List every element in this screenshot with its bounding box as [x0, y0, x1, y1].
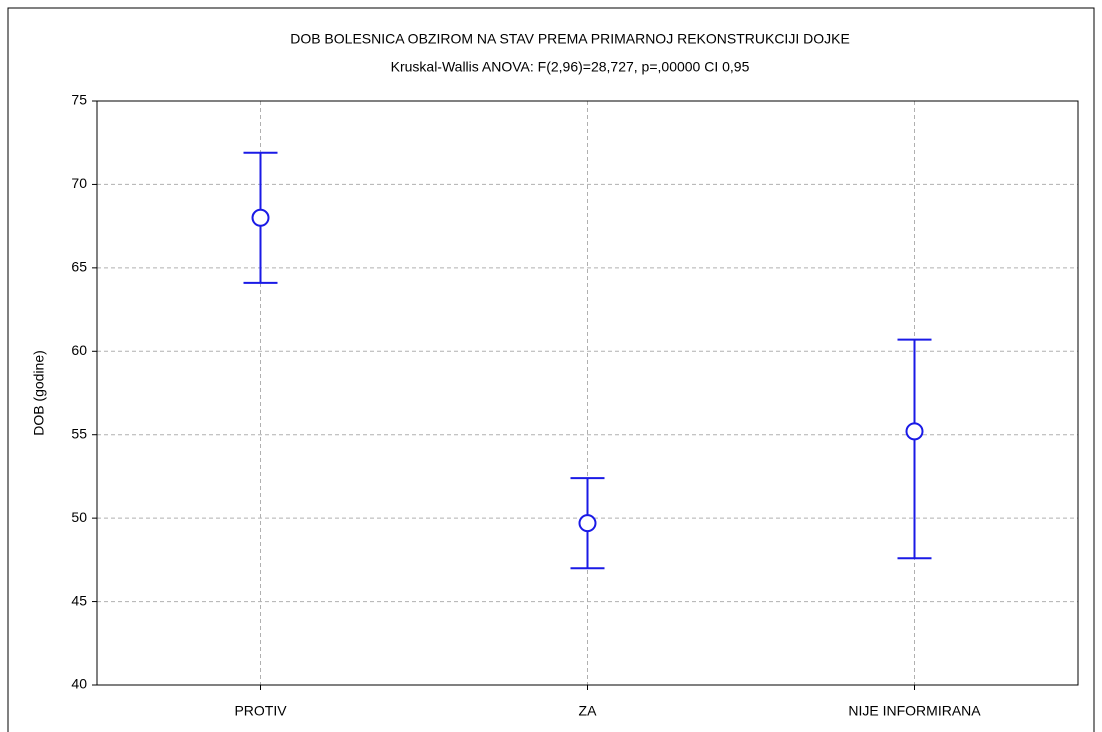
chart-title: DOB BOLESNICA OBZIROM NA STAV PREMA PRIM… [290, 31, 850, 47]
y-tick-label: 75 [71, 92, 87, 108]
y-tick-label: 70 [71, 175, 87, 191]
mean-marker [905, 422, 924, 441]
y-tick-label: 40 [71, 676, 87, 692]
y-axis-label: DOB (godine) [31, 350, 47, 436]
x-tick-label: ZA [579, 703, 598, 719]
y-tick-label: 45 [71, 592, 87, 608]
y-tick-label: 60 [71, 342, 87, 358]
mean-marker [251, 208, 270, 227]
chart-subtitle: Kruskal-Wallis ANOVA: F(2,96)=28,727, p=… [391, 59, 750, 75]
mean-marker [578, 514, 597, 533]
y-tick-label: 50 [71, 509, 87, 525]
y-tick-label: 55 [71, 425, 87, 441]
y-tick-label: 65 [71, 259, 87, 275]
x-tick-label: PROTIV [234, 703, 287, 719]
plot-area [96, 100, 1079, 686]
frame [7, 7, 1095, 732]
x-tick-label: NIJE INFORMIRANA [848, 703, 981, 719]
